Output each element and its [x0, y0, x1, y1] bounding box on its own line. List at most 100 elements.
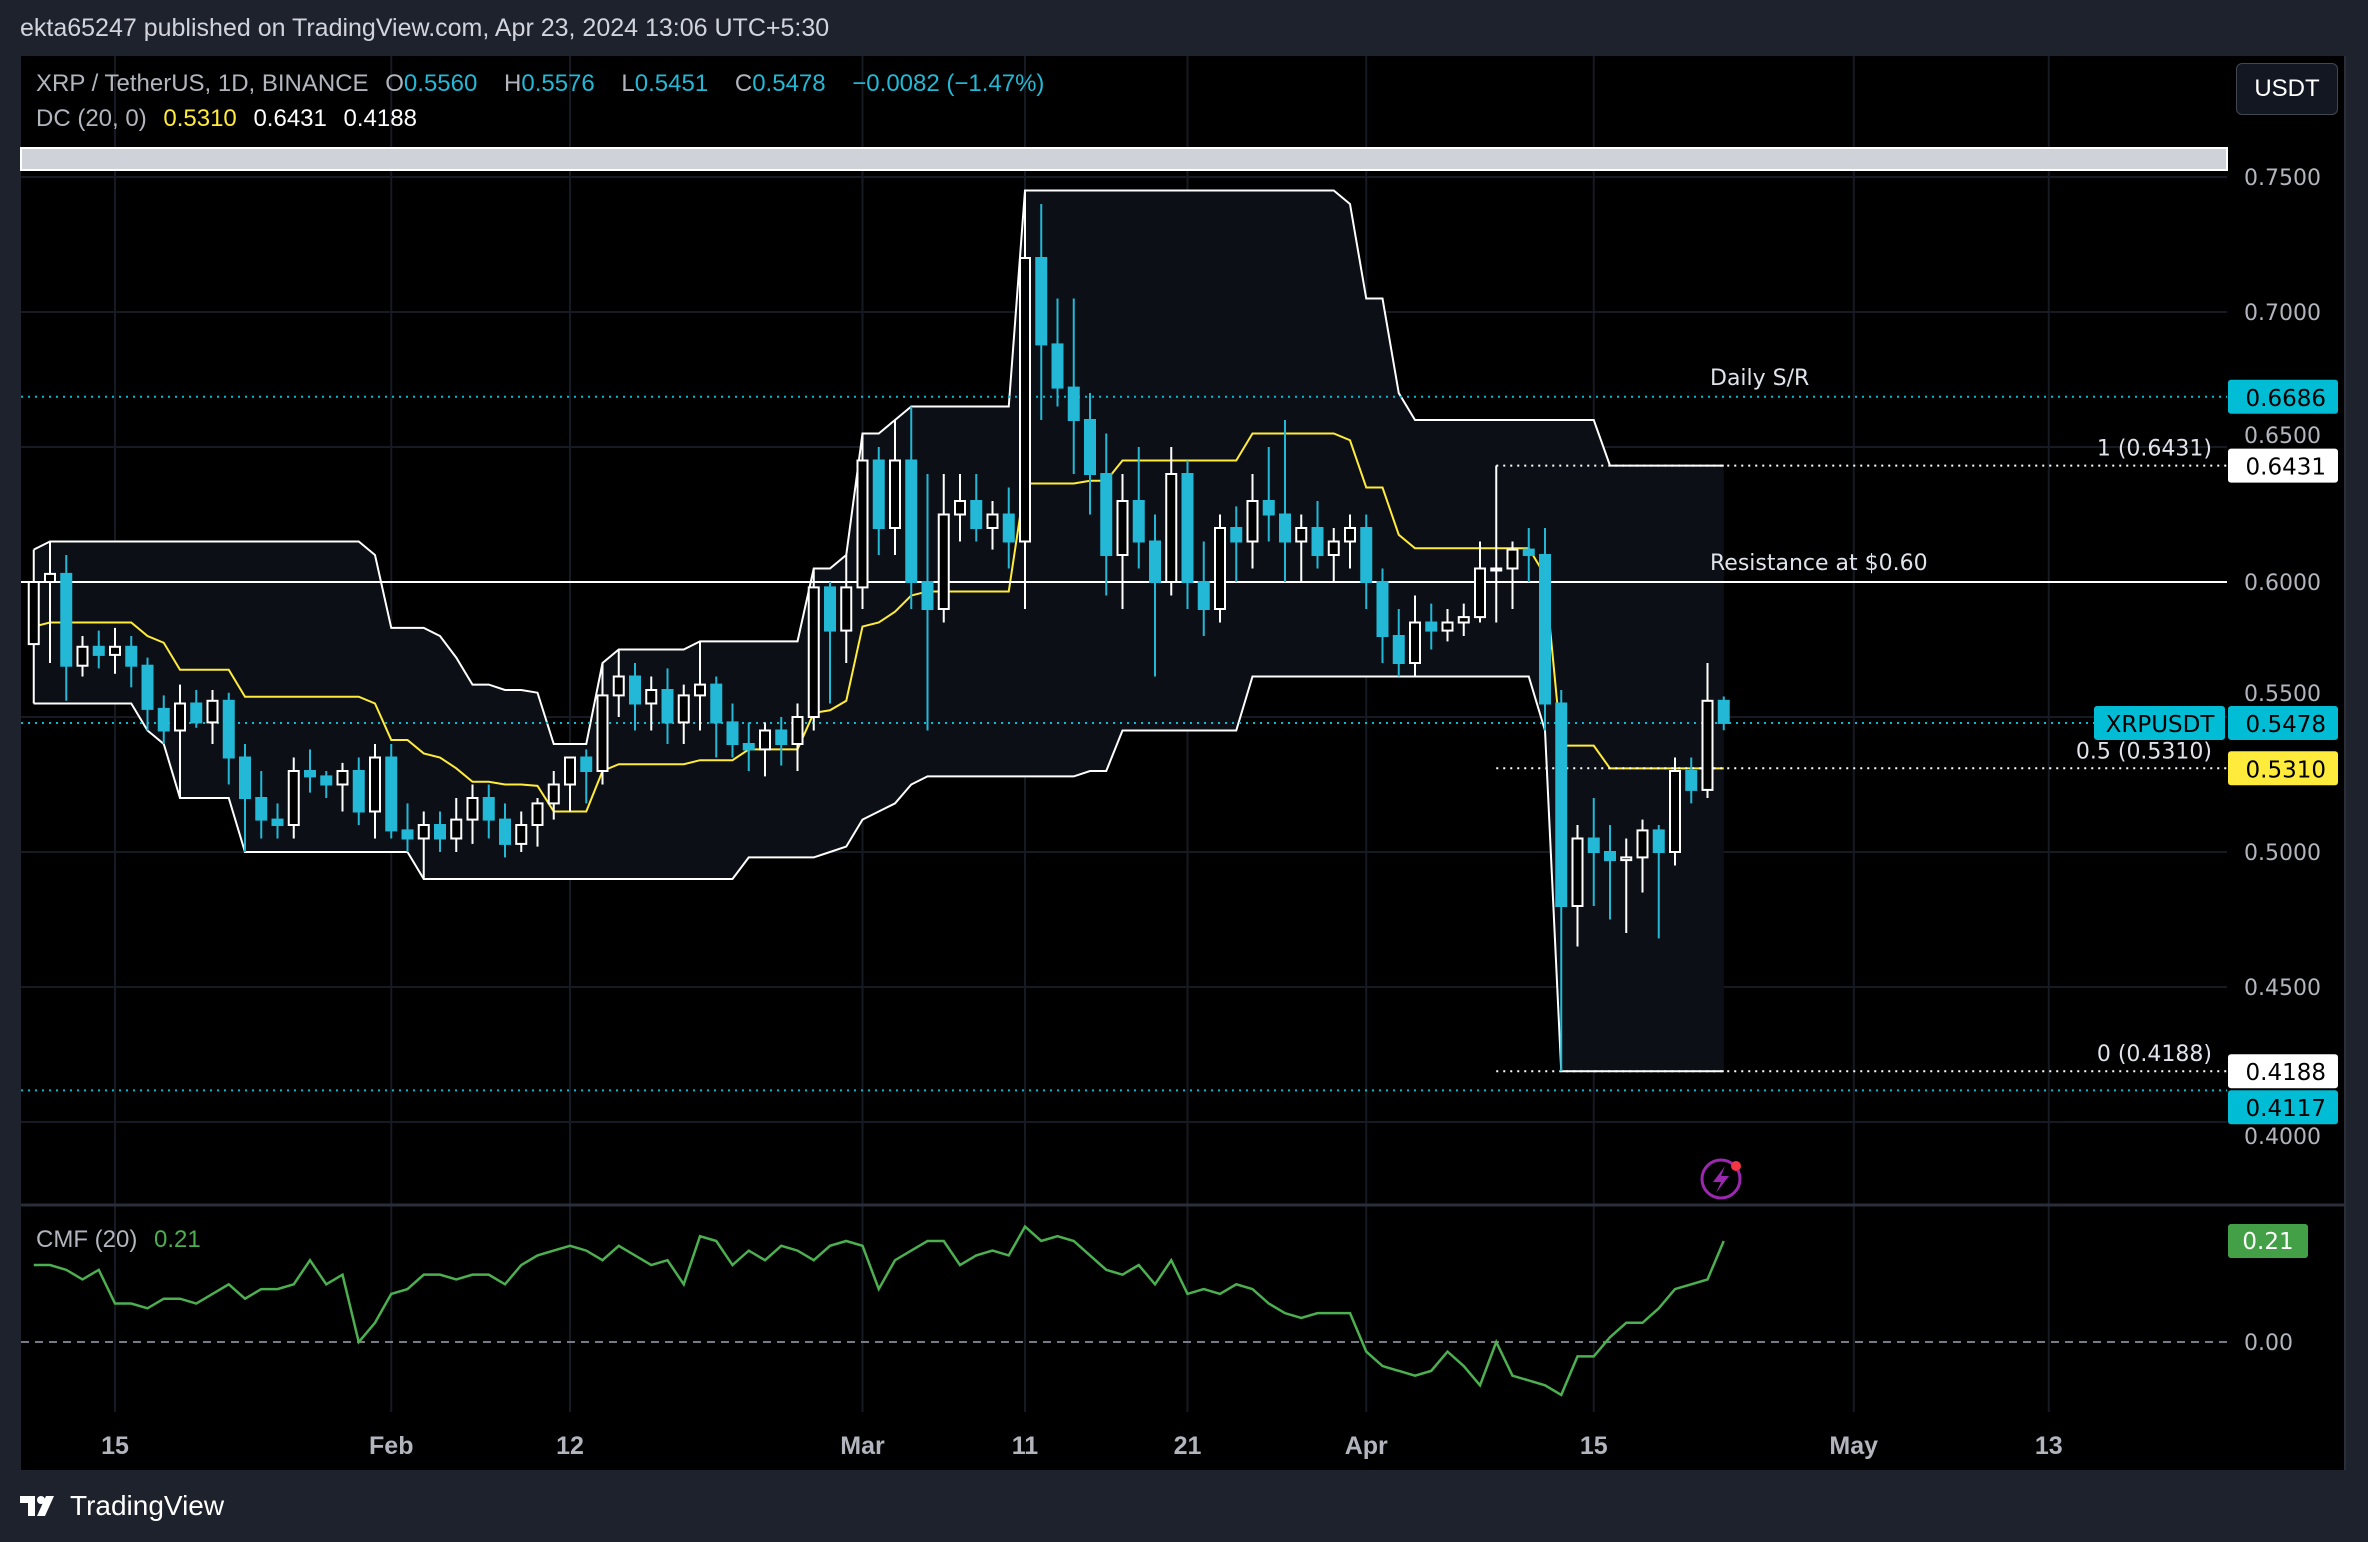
- candle[interactable]: [1669, 757, 1681, 866]
- candle[interactable]: [44, 541, 56, 664]
- candle[interactable]: [564, 756, 576, 812]
- drawn-rectangle[interactable]: [20, 147, 2228, 171]
- candle[interactable]: [352, 757, 365, 826]
- candle[interactable]: [856, 433, 869, 610]
- candle[interactable]: [1522, 528, 1535, 582]
- candle[interactable]: [1360, 514, 1373, 610]
- candle[interactable]: [60, 555, 73, 701]
- candle[interactable]: [807, 568, 820, 731]
- candle[interactable]: [92, 630, 105, 669]
- candle[interactable]: [174, 684, 186, 798]
- candle[interactable]: [1246, 474, 1259, 569]
- candle[interactable]: [1019, 190, 1031, 610]
- lightning-alert-icon[interactable]: [1700, 1158, 1742, 1200]
- candle[interactable]: [369, 744, 381, 839]
- candle[interactable]: [1132, 447, 1145, 569]
- candle[interactable]: [499, 803, 511, 858]
- candle[interactable]: [1571, 825, 1584, 947]
- candle[interactable]: [1701, 663, 1714, 798]
- candle[interactable]: [580, 749, 593, 804]
- candle[interactable]: [76, 636, 89, 677]
- candle[interactable]: [596, 663, 609, 785]
- candle[interactable]: [1214, 514, 1226, 623]
- candle[interactable]: [921, 474, 934, 731]
- candle[interactable]: [694, 641, 706, 731]
- candle[interactable]: [645, 676, 658, 731]
- candle[interactable]: [1409, 595, 1421, 677]
- candle[interactable]: [320, 771, 333, 798]
- candle[interactable]: [1652, 825, 1665, 939]
- candle[interactable]: [677, 684, 690, 744]
- candle[interactable]: [791, 703, 804, 772]
- candle[interactable]: [1262, 447, 1275, 542]
- candle[interactable]: [1149, 514, 1161, 677]
- candle[interactable]: [482, 784, 495, 839]
- candle[interactable]: [1165, 447, 1178, 596]
- candle[interactable]: [1620, 838, 1633, 934]
- candle[interactable]: [710, 676, 723, 758]
- candle[interactable]: [466, 784, 479, 844]
- candle[interactable]: [1035, 204, 1048, 420]
- candle[interactable]: [222, 692, 235, 785]
- candle[interactable]: [1002, 487, 1015, 569]
- candle[interactable]: [661, 668, 674, 744]
- candle[interactable]: [1425, 603, 1438, 650]
- candle[interactable]: [239, 744, 251, 852]
- candle[interactable]: [840, 555, 853, 663]
- candle[interactable]: [287, 757, 300, 839]
- candle[interactable]: [872, 447, 885, 555]
- candle[interactable]: [759, 722, 771, 777]
- tradingview-logo[interactable]: TradingView: [20, 1490, 224, 1522]
- candle[interactable]: [1539, 528, 1551, 731]
- candle[interactable]: [417, 811, 430, 880]
- candle[interactable]: [1685, 757, 1698, 804]
- candle[interactable]: [1279, 420, 1291, 582]
- candle[interactable]: [986, 501, 999, 550]
- candle[interactable]: [889, 420, 901, 555]
- candle[interactable]: [1084, 393, 1096, 515]
- candle[interactable]: [109, 627, 121, 674]
- candle[interactable]: [1197, 541, 1210, 637]
- candle[interactable]: [937, 474, 950, 623]
- candle[interactable]: [1717, 696, 1730, 731]
- symbol-title[interactable]: XRP / TetherUS, 1D, BINANCE: [36, 70, 369, 97]
- candle[interactable]: [434, 811, 446, 853]
- currency-button[interactable]: USDT: [2236, 63, 2338, 115]
- candle[interactable]: [271, 803, 284, 839]
- candle[interactable]: [1100, 433, 1113, 596]
- candle[interactable]: [824, 582, 836, 704]
- candle[interactable]: [1604, 825, 1616, 920]
- candle[interactable]: [1587, 798, 1600, 906]
- candle[interactable]: [1636, 819, 1649, 893]
- symbol-legend[interactable]: XRP / TetherUS, 1D, BINANCE O0.5560 H0.5…: [36, 70, 1054, 98]
- candle[interactable]: [157, 695, 170, 744]
- candle[interactable]: [1295, 514, 1308, 583]
- dc-label[interactable]: DC (20, 0): [36, 105, 147, 132]
- candle[interactable]: [1181, 460, 1194, 610]
- candle[interactable]: [401, 803, 414, 852]
- candle[interactable]: [629, 663, 641, 731]
- candle[interactable]: [970, 474, 983, 542]
- candle[interactable]: [775, 717, 788, 766]
- candle[interactable]: [954, 474, 966, 542]
- candle[interactable]: [905, 406, 918, 610]
- cmf-label[interactable]: CMF (20): [36, 1226, 138, 1253]
- candle[interactable]: [206, 690, 219, 744]
- candle[interactable]: [742, 722, 755, 771]
- candle[interactable]: [515, 811, 528, 853]
- candle[interactable]: [1490, 465, 1503, 623]
- candle[interactable]: [612, 649, 625, 718]
- candle[interactable]: [450, 798, 463, 852]
- candle[interactable]: [726, 703, 739, 758]
- candle[interactable]: [1344, 514, 1356, 569]
- candle[interactable]: [1441, 609, 1454, 642]
- candle[interactable]: [1392, 609, 1405, 677]
- candle[interactable]: [1230, 506, 1243, 582]
- candle[interactable]: [385, 744, 398, 839]
- candle[interactable]: [1474, 541, 1486, 623]
- candle[interactable]: [304, 749, 316, 793]
- candle[interactable]: [1327, 528, 1340, 582]
- candle[interactable]: [190, 690, 203, 728]
- candle[interactable]: [125, 636, 138, 688]
